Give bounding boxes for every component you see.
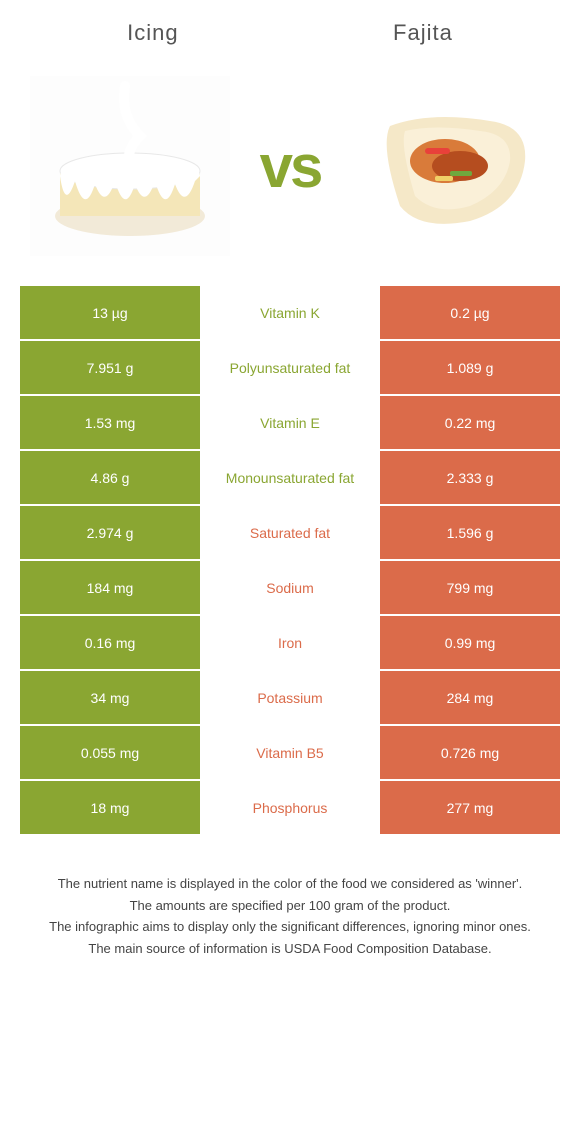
vs-label: vs xyxy=(260,132,321,201)
fajita-image xyxy=(350,76,550,256)
right-value: 0.99 mg xyxy=(380,616,560,669)
right-value: 1.596 g xyxy=(380,506,560,559)
nutrient-label: Phosphorus xyxy=(200,781,380,834)
nutrient-label: Sodium xyxy=(200,561,380,614)
table-row: 0.055 mgVitamin B50.726 mg xyxy=(20,726,560,779)
left-value: 184 mg xyxy=(20,561,200,614)
nutrient-label: Vitamin B5 xyxy=(200,726,380,779)
right-value: 284 mg xyxy=(380,671,560,724)
left-value: 0.055 mg xyxy=(20,726,200,779)
nutrient-label: Saturated fat xyxy=(200,506,380,559)
right-value: 1.089 g xyxy=(380,341,560,394)
table-row: 7.951 gPolyunsaturated fat1.089 g xyxy=(20,341,560,394)
left-value: 0.16 mg xyxy=(20,616,200,669)
footer-line: The nutrient name is displayed in the co… xyxy=(30,874,550,894)
left-food-title: Icing xyxy=(127,20,178,46)
right-value: 0.22 mg xyxy=(380,396,560,449)
right-value: 0.2 µg xyxy=(380,286,560,339)
icing-image xyxy=(30,76,230,256)
table-row: 0.16 mgIron0.99 mg xyxy=(20,616,560,669)
right-food-title: Fajita xyxy=(393,20,453,46)
footer-line: The infographic aims to display only the… xyxy=(30,917,550,937)
left-value: 2.974 g xyxy=(20,506,200,559)
comparison-table: 13 µgVitamin K0.2 µg7.951 gPolyunsaturat… xyxy=(20,286,560,834)
footer-line: The main source of information is USDA F… xyxy=(30,939,550,959)
right-value: 799 mg xyxy=(380,561,560,614)
table-row: 13 µgVitamin K0.2 µg xyxy=(20,286,560,339)
images-row: vs xyxy=(20,76,560,256)
left-value: 7.951 g xyxy=(20,341,200,394)
table-row: 184 mgSodium799 mg xyxy=(20,561,560,614)
left-value: 4.86 g xyxy=(20,451,200,504)
left-value: 1.53 mg xyxy=(20,396,200,449)
right-value: 277 mg xyxy=(380,781,560,834)
right-value: 2.333 g xyxy=(380,451,560,504)
footer-line: The amounts are specified per 100 gram o… xyxy=(30,896,550,916)
table-row: 34 mgPotassium284 mg xyxy=(20,671,560,724)
left-value: 18 mg xyxy=(20,781,200,834)
nutrient-label: Vitamin K xyxy=(200,286,380,339)
table-row: 2.974 gSaturated fat1.596 g xyxy=(20,506,560,559)
nutrient-label: Potassium xyxy=(200,671,380,724)
nutrient-label: Vitamin E xyxy=(200,396,380,449)
left-value: 34 mg xyxy=(20,671,200,724)
table-row: 1.53 mgVitamin E0.22 mg xyxy=(20,396,560,449)
nutrient-label: Iron xyxy=(200,616,380,669)
right-value: 0.726 mg xyxy=(380,726,560,779)
table-row: 18 mgPhosphorus277 mg xyxy=(20,781,560,834)
header: Icing Fajita xyxy=(20,20,560,46)
left-value: 13 µg xyxy=(20,286,200,339)
nutrient-label: Polyunsaturated fat xyxy=(200,341,380,394)
table-row: 4.86 gMonounsaturated fat2.333 g xyxy=(20,451,560,504)
footer-notes: The nutrient name is displayed in the co… xyxy=(20,874,560,958)
nutrient-label: Monounsaturated fat xyxy=(200,451,380,504)
